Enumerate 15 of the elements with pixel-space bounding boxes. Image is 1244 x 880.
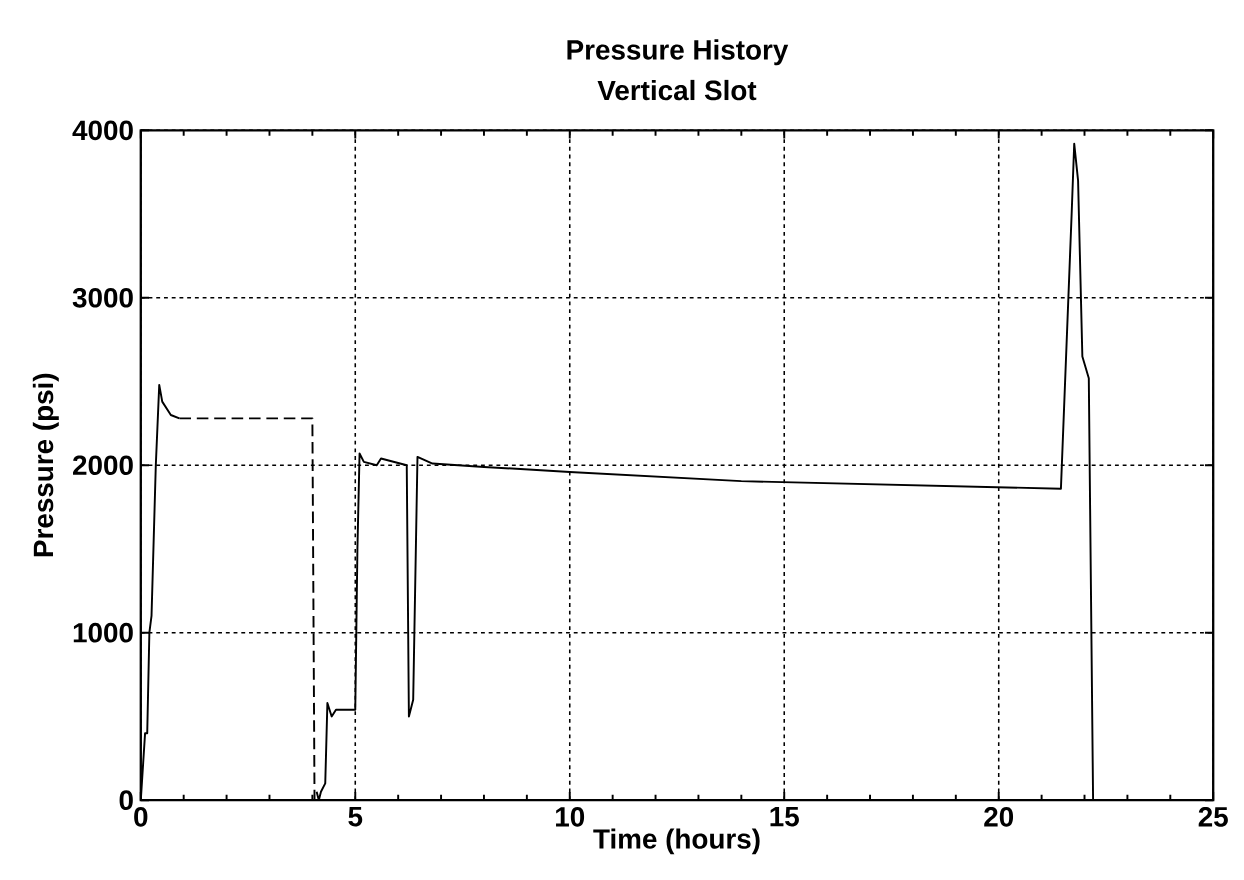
y-tick-label: 0 [119,790,133,811]
x-tick-label: 5 [348,807,363,827]
y-tick-label: 2000 [73,455,133,476]
y-axis-title: Pressure (psi) [32,373,59,557]
chart-title: Pressure History [567,39,789,66]
x-tick-label: 20 [984,807,1014,827]
y-tick-label: 1000 [73,622,133,643]
x-tick-label: 10 [556,807,585,827]
chart-subtitle: Vertical Slot [597,79,757,101]
y-tick-label: 4000 [72,120,133,141]
y-tick-label: 3000 [72,287,133,308]
x-tick-label: 25 [1198,807,1228,827]
x-tick-label: 0 [134,807,148,827]
x-tick-label: 15 [770,807,799,827]
x-axis-title: Time (hours) [593,828,760,855]
